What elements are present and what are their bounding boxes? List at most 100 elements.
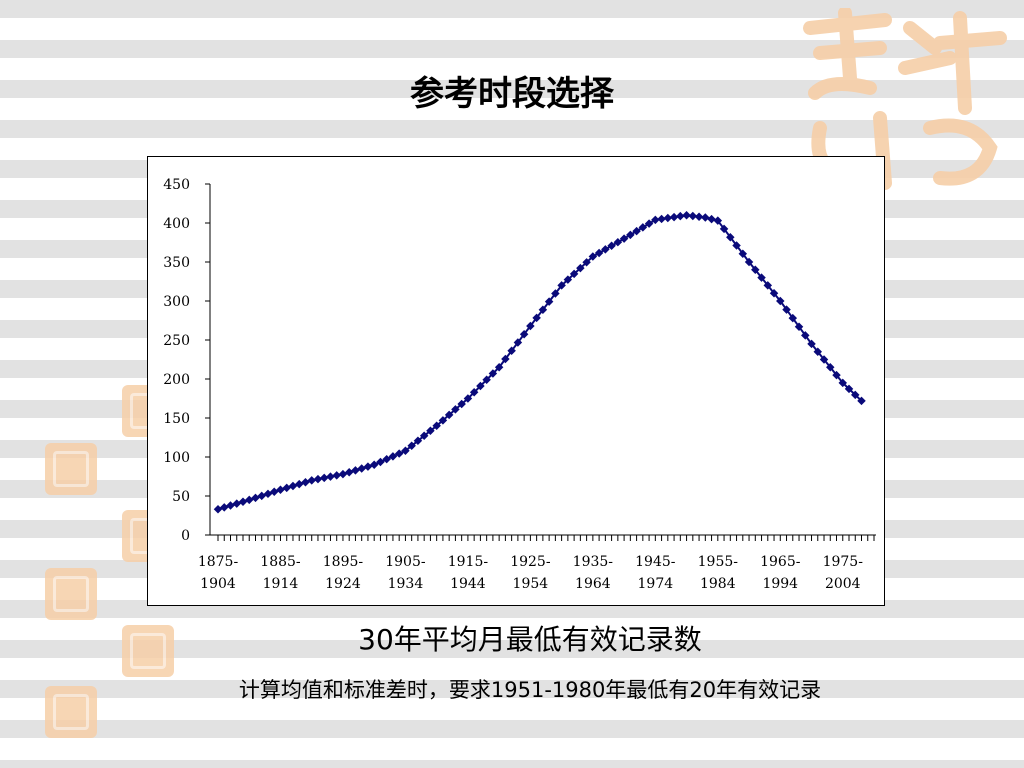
data-point	[857, 396, 866, 406]
series-line	[217, 214, 863, 511]
data-point	[526, 321, 535, 331]
x-tick-label: 1944	[450, 576, 486, 592]
data-point	[569, 269, 579, 279]
y-tick-label: 200	[163, 372, 190, 388]
data-point	[444, 410, 454, 420]
x-tick-label: 1934	[388, 576, 424, 592]
data-point	[301, 478, 310, 487]
data-point	[220, 503, 229, 512]
data-point	[632, 226, 641, 236]
data-point	[307, 476, 316, 485]
data-point	[707, 214, 716, 224]
x-tick-label: 1875-	[198, 554, 239, 570]
data-point	[451, 405, 460, 414]
data-point	[582, 258, 591, 267]
x-tick-label: 1935-	[573, 554, 614, 570]
data-point	[482, 375, 491, 385]
data-point	[507, 346, 516, 356]
data-point	[644, 219, 654, 228]
data-point	[819, 355, 829, 364]
data-point	[213, 505, 223, 514]
x-tick-label: 1974	[638, 576, 674, 592]
data-point	[557, 281, 566, 290]
data-point	[832, 370, 841, 380]
data-point	[594, 248, 604, 258]
data-point	[651, 215, 660, 225]
data-point	[338, 469, 348, 479]
seal-decoration	[45, 568, 97, 620]
x-tick-label: 1954	[513, 576, 549, 592]
data-point	[432, 421, 441, 431]
x-tick-label: 1945-	[635, 554, 676, 570]
data-point	[844, 384, 854, 394]
x-tick-label: 1975-	[823, 554, 864, 570]
line-chart: 0 50 100 150 200 250 300 350 400 450 1875- 1904 1885…	[163, 177, 876, 592]
data-point	[413, 436, 423, 446]
data-point	[744, 257, 754, 267]
seal-decoration	[45, 686, 97, 738]
data-point	[701, 213, 710, 222]
data-point	[801, 331, 810, 340]
data-point	[519, 329, 529, 339]
data-point	[226, 501, 235, 510]
x-tick-label: 1994	[762, 576, 798, 592]
y-tick-label: 150	[163, 411, 190, 427]
data-point	[357, 464, 366, 473]
data-point	[488, 369, 498, 378]
data-point	[394, 449, 404, 458]
data-point	[838, 378, 848, 388]
x-tick-label: 1914	[263, 576, 299, 592]
y-tick-label: 400	[163, 216, 190, 232]
data-point	[294, 479, 304, 489]
data-point	[588, 252, 598, 261]
data-point	[626, 230, 635, 240]
y-tick-label: 350	[163, 255, 190, 271]
data-point	[613, 237, 623, 247]
y-tick-label: 100	[163, 450, 190, 466]
data-point	[544, 297, 554, 306]
x-tick-label: 1904	[200, 576, 236, 592]
x-tick-label: 1905-	[385, 554, 426, 570]
x-tick-label: 1984	[700, 576, 736, 592]
data-point	[538, 305, 548, 314]
data-point	[344, 468, 354, 477]
slide-title: 参考时段选择	[410, 74, 614, 114]
data-point	[313, 474, 323, 484]
chart-frame: 0 50 100 150 200 250 300 350 400 450 1875- 1904 1885…	[147, 156, 885, 606]
data-point	[419, 431, 429, 441]
data-point	[232, 499, 241, 508]
y-tick-label: 450	[163, 177, 190, 193]
y-tick-label: 250	[163, 333, 190, 349]
data-point	[576, 263, 585, 273]
data-point	[657, 214, 666, 224]
y-tick-label: 0	[181, 528, 190, 544]
data-point	[513, 338, 523, 347]
data-point	[369, 460, 379, 470]
data-point	[457, 399, 466, 409]
x-tick-label: 1924	[325, 576, 361, 592]
data-point	[276, 485, 285, 495]
data-point	[807, 339, 816, 349]
chart-caption: 30年平均月最低有效记录数	[358, 623, 702, 656]
data-point	[463, 394, 473, 403]
data-point	[326, 472, 335, 481]
data-point	[563, 275, 573, 284]
data-point	[469, 388, 479, 397]
data-point	[282, 483, 291, 493]
seal-decoration	[122, 625, 174, 677]
x-tick-label: 1895-	[323, 554, 364, 570]
seal-decoration	[45, 443, 97, 495]
data-point	[532, 313, 541, 323]
data-point	[476, 381, 485, 391]
x-tick-label: 1964	[575, 576, 611, 592]
x-tick-label: 1965-	[760, 554, 801, 570]
data-point	[619, 234, 629, 243]
data-point	[551, 289, 560, 298]
data-point	[332, 471, 341, 480]
data-point	[438, 416, 448, 425]
data-point	[319, 473, 329, 483]
data-point	[382, 454, 391, 464]
data-point	[638, 223, 648, 232]
data-point	[388, 452, 398, 461]
data-point	[351, 466, 360, 475]
